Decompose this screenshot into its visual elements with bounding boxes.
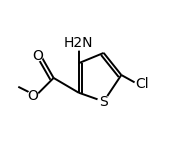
Text: O: O xyxy=(28,89,38,103)
Text: H2N: H2N xyxy=(64,36,93,50)
Circle shape xyxy=(98,96,110,107)
Text: O: O xyxy=(32,49,43,63)
Text: S: S xyxy=(99,94,108,108)
Circle shape xyxy=(71,35,86,50)
Circle shape xyxy=(32,51,42,61)
Text: Cl: Cl xyxy=(135,77,149,91)
Circle shape xyxy=(28,90,38,101)
Circle shape xyxy=(136,78,148,90)
